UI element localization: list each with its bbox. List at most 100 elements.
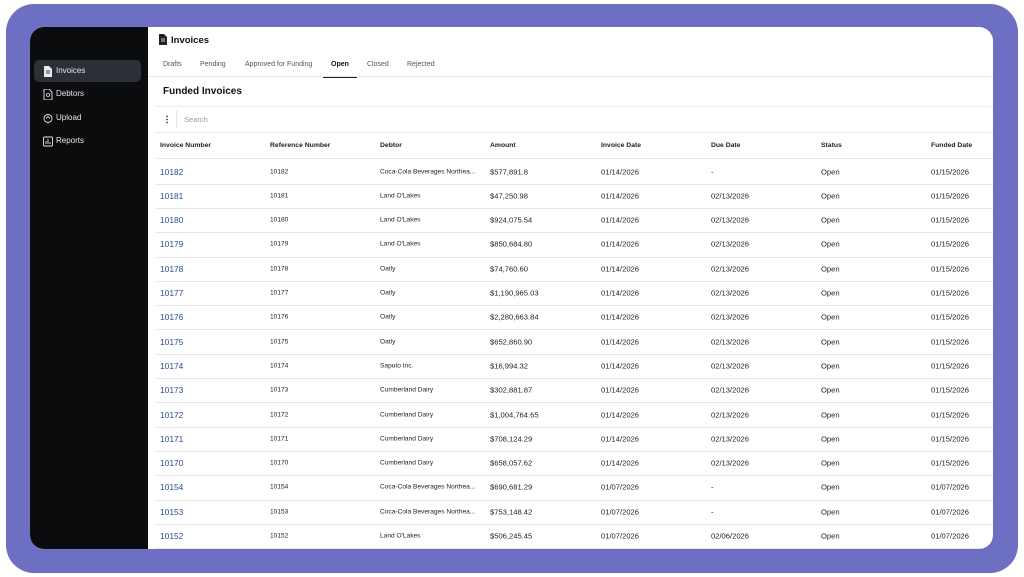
table-cell: 10175	[270, 338, 289, 346]
table-cell: Land O'Lakes	[380, 532, 421, 540]
section-title: Funded Invoices	[163, 86, 242, 97]
row-divider	[155, 426, 993, 428]
tab[interactable]: Open	[323, 61, 357, 78]
nav-item[interactable]: Invoices	[34, 60, 141, 82]
nav-item[interactable]: Upload	[34, 107, 141, 129]
invoice-link[interactable]: 10172	[160, 409, 184, 420]
sidebar: Invoices Debtors Upload Reports	[30, 27, 148, 549]
row-divider	[155, 353, 993, 355]
table-cell: 02/13/2026	[711, 239, 750, 249]
nav-label: Upload	[56, 112, 82, 122]
table-cell: Cumberland Dairy	[380, 386, 434, 394]
table-cell: Open	[821, 312, 840, 322]
nav-item[interactable]: Debtors	[34, 83, 141, 105]
table-cell: 01/15/2026	[931, 288, 970, 298]
invoice-link[interactable]: 10181	[160, 190, 184, 201]
invoice-link[interactable]: 10179	[160, 239, 184, 250]
page-title: Invoices	[171, 35, 210, 46]
table-cell: 01/15/2026	[931, 361, 970, 371]
invoice-link[interactable]: 10170	[160, 458, 184, 469]
table-cell: 10181	[270, 192, 289, 200]
column-header[interactable]: Debtor	[380, 142, 402, 149]
table-cell: 01/15/2026	[931, 385, 970, 395]
row-divider	[155, 232, 993, 234]
invoice-link[interactable]: 10152	[160, 531, 184, 541]
table-cell: 01/15/2026	[931, 239, 970, 249]
table-cell: 01/14/2026	[601, 337, 640, 347]
row-divider	[155, 158, 993, 159]
invoice-link[interactable]: 10173	[160, 385, 184, 396]
nav-label: Invoices	[56, 66, 86, 75]
column-header[interactable]: Invoice Number	[160, 142, 211, 149]
table-cell: 01/15/2026	[931, 264, 970, 274]
nav-icon	[43, 136, 53, 147]
table-cell: 10182	[270, 168, 289, 175]
table-cell: $850,684.80	[490, 239, 533, 249]
column-header[interactable]: Amount	[490, 142, 516, 149]
table-cell: 02/13/2026	[711, 385, 750, 395]
invoice-link[interactable]: 10178	[160, 263, 184, 274]
table-cell: 10171	[270, 435, 289, 443]
table-cell: 01/15/2026	[931, 434, 970, 444]
table-cell: $47,250.98	[490, 191, 529, 201]
column-header[interactable]: Due Date	[711, 142, 741, 149]
table-cell: 10152	[270, 532, 289, 540]
invoice-link[interactable]: 10180	[160, 215, 184, 226]
table-cell: Open	[821, 264, 840, 274]
table-cell: 01/14/2026	[601, 385, 640, 395]
table-cell: 02/13/2026	[711, 288, 750, 298]
table-cell: 02/13/2026	[711, 337, 750, 347]
row-divider	[155, 256, 993, 258]
tab[interactable]: Drafts	[163, 61, 182, 68]
table-cell: Open	[821, 507, 840, 517]
row-divider	[155, 523, 993, 525]
table-cell: Open	[821, 385, 840, 395]
tab[interactable]: Approved for Funding	[245, 61, 313, 68]
table-cell: 01/07/2026	[601, 531, 640, 541]
table-cell: -	[711, 482, 714, 492]
tab[interactable]: Rejected	[407, 61, 435, 68]
invoice-link[interactable]: 10154	[160, 482, 184, 493]
table-cell: 01/14/2026	[601, 458, 640, 468]
tab[interactable]: Closed	[367, 61, 389, 68]
table-cell: Open	[821, 239, 840, 249]
nav-item[interactable]: Reports	[34, 130, 141, 152]
column-header[interactable]: Funded Date	[931, 142, 973, 149]
invoice-link[interactable]: 10153	[160, 506, 184, 517]
table-cell: 02/13/2026	[711, 458, 750, 468]
table-cell: Coca-Cola Beverages Northea...	[380, 483, 476, 491]
nav-icon	[43, 89, 53, 101]
column-header[interactable]: Invoice Date	[601, 142, 642, 149]
invoice-link[interactable]: 10174	[160, 360, 184, 371]
divider	[148, 76, 993, 77]
search-input[interactable]: Search	[184, 115, 208, 124]
table-cell: 01/15/2026	[931, 337, 970, 347]
table-cell: $74,760.60	[490, 264, 529, 274]
table-cell: 01/07/2026	[601, 482, 640, 492]
table-cell: Saputo Inc.	[380, 362, 414, 370]
table-cell: $302,881.87	[490, 385, 533, 395]
tab[interactable]: Pending	[200, 61, 226, 68]
row-divider	[155, 475, 993, 477]
column-header[interactable]: Reference Number	[270, 142, 331, 149]
table-cell: 02/13/2026	[711, 410, 750, 419]
invoice-link[interactable]: 10175	[160, 336, 184, 347]
table-cell: 02/13/2026	[711, 312, 750, 322]
invoice-link[interactable]: 10177	[160, 288, 184, 298]
table-cell: Open	[821, 288, 840, 298]
row-divider	[155, 402, 993, 404]
table-cell: -	[711, 507, 714, 517]
menu-icon[interactable]	[165, 115, 169, 124]
invoice-link[interactable]: 10176	[160, 312, 184, 323]
table-cell: 01/07/2026	[931, 507, 970, 517]
table-cell: 10153	[270, 508, 289, 516]
invoice-link[interactable]: 10171	[160, 433, 184, 444]
table-cell: 10154	[270, 483, 289, 491]
table-cell: 01/15/2026	[931, 191, 970, 201]
divider	[155, 132, 993, 133]
column-header[interactable]: Status	[821, 142, 842, 149]
table-cell: 10170	[270, 459, 289, 467]
nav-icon	[43, 113, 53, 123]
invoice-link[interactable]: 10182	[160, 166, 184, 177]
